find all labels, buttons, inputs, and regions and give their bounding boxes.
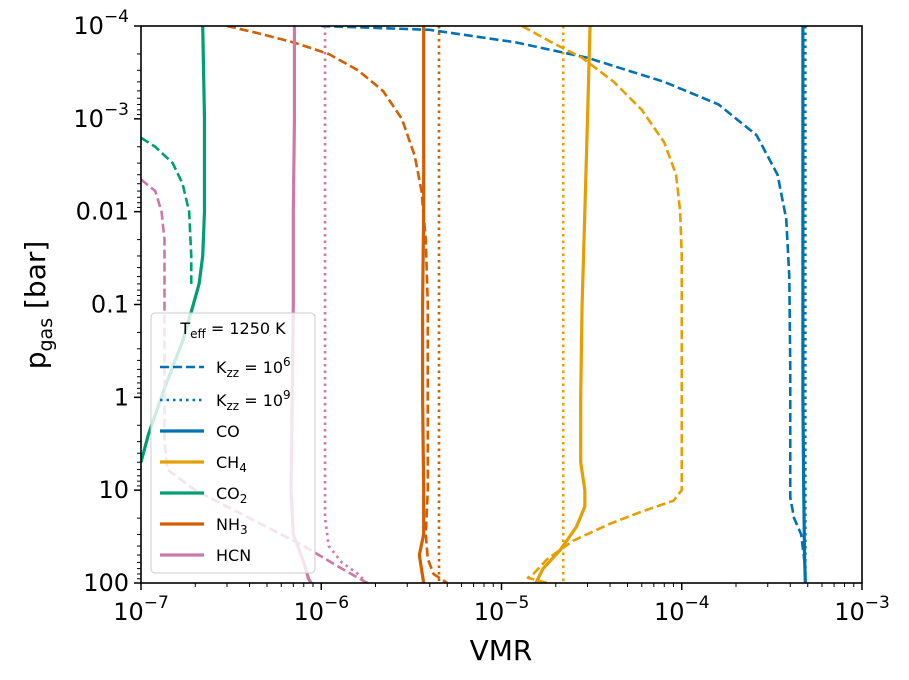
legend-kzz9-label: Kzz = 109 <box>216 388 291 413</box>
x-tick-base: 10 <box>474 598 505 626</box>
legend-nh3-label: NH3 <box>216 515 248 537</box>
x-tick-base: 10 <box>834 598 865 626</box>
x-axis-label: VMR <box>470 634 533 667</box>
y-tick-label: 0.1 <box>91 291 129 319</box>
series-ch4-dashed <box>521 26 684 583</box>
x-tick-exp: −3 <box>865 593 890 613</box>
y-axis-label-unit: [bar] <box>19 241 52 309</box>
y-tick-label: 10−3 <box>73 100 129 133</box>
series-co-dashed <box>321 26 807 583</box>
y-tick-label: 1 <box>114 383 129 411</box>
y-tick-label: 10−4 <box>73 7 129 40</box>
y-tick-base: 10 <box>73 12 104 40</box>
plot-frame <box>140 25 863 584</box>
x-tick-label: 10−4 <box>654 593 710 626</box>
legend-ch4-label: CH4 <box>216 453 247 475</box>
legend: Teff = 1250 K Kzz = 106 Kzz = 109 CO CH4… <box>150 312 316 574</box>
y-tick-label: 100 <box>83 569 129 597</box>
legend-title-sub: eff <box>190 327 206 341</box>
series-nh3-dashed <box>226 26 448 583</box>
legend-kzz6-label: Kzz = 106 <box>216 355 291 380</box>
legend-hcn-label: HCN <box>216 546 251 565</box>
y-tick-base: 10 <box>73 105 104 133</box>
y-tick-exp: −3 <box>104 100 129 120</box>
y-axis-label-main: p <box>19 352 52 370</box>
x-tick-label: 10−5 <box>474 593 530 626</box>
y-axis-label-sub: gas <box>35 318 57 352</box>
tick-layer: 10−7 10−6 10−5 10−4 10−310−410−30.010.111010… <box>73 7 889 626</box>
x-tick-exp: −5 <box>504 593 529 613</box>
legend-title-rest: = 1250 K <box>206 319 286 338</box>
y-axis-label: pgas [bar] <box>19 241 57 370</box>
x-tick-label: 10−7 <box>113 593 169 626</box>
legend-title-main: T <box>179 319 190 338</box>
x-tick-base: 10 <box>293 598 324 626</box>
x-tick-base: 10 <box>113 598 144 626</box>
x-tick-base: 10 <box>654 598 685 626</box>
y-tick-label: 10 <box>98 476 129 504</box>
legend-co2-label: CO2 <box>216 484 247 506</box>
x-tick-label: 10−3 <box>834 593 890 626</box>
y-tick-exp: −4 <box>104 7 129 27</box>
y-tick-label: 0.01 <box>76 198 129 226</box>
x-tick-exp: −4 <box>684 593 709 613</box>
x-tick-exp: −6 <box>324 593 349 613</box>
x-tick-exp: −7 <box>144 593 169 613</box>
series-co2-dashed <box>141 136 193 284</box>
legend-title: Teff = 1250 K <box>179 319 286 341</box>
x-tick-label: 10−6 <box>293 593 349 626</box>
legend-co-label: CO <box>216 422 240 441</box>
legend-box <box>150 312 316 574</box>
